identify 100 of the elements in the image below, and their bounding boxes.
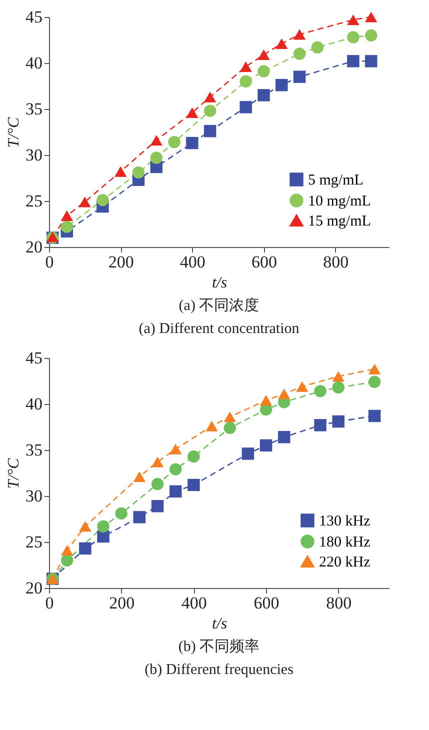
point (347, 31, 360, 44)
point (204, 124, 216, 138)
y-tick-label: 20 (26, 238, 42, 256)
legend-label: 220 kHz (319, 554, 371, 570)
y-tick-label: 35 (26, 440, 42, 460)
point (169, 463, 182, 476)
text: (b) 不同频率 (178, 638, 260, 655)
point (368, 410, 381, 422)
point (368, 364, 381, 374)
point (314, 385, 326, 398)
point (186, 136, 198, 150)
point (151, 456, 164, 468)
point (293, 48, 306, 60)
point (132, 166, 145, 179)
point (133, 471, 146, 482)
point (242, 448, 254, 460)
x-tick-label: 0 (45, 252, 54, 272)
point (150, 152, 162, 164)
point (276, 38, 288, 49)
y-tick-label: 40 (26, 54, 42, 72)
point (240, 101, 252, 114)
y-tick-label: 30 (26, 486, 42, 506)
point (186, 107, 198, 118)
x-tick-label: 800 (323, 252, 349, 272)
point (293, 29, 306, 40)
point (311, 41, 324, 54)
y-tick-label: 40 (26, 394, 42, 414)
point (296, 381, 308, 392)
point (169, 444, 182, 454)
legend-label: 130 kHz (319, 514, 371, 530)
point (60, 544, 74, 556)
point (114, 166, 127, 177)
x-tick-label: 200 (108, 252, 134, 272)
point (260, 395, 272, 406)
point (258, 89, 270, 102)
point (258, 65, 270, 78)
point (151, 500, 164, 512)
point (60, 220, 74, 233)
y-tick-label: 45 (26, 348, 42, 368)
point (97, 520, 110, 532)
x-tick-label: 200 (109, 594, 135, 612)
point (78, 196, 91, 208)
point (97, 530, 110, 543)
point (115, 507, 128, 520)
point (347, 55, 360, 68)
point (278, 430, 290, 444)
point (240, 75, 252, 88)
x-tick-label: 800 (326, 594, 352, 612)
x-tick-label: 400 (180, 252, 206, 272)
point (79, 542, 92, 555)
y-tick-label: 20 (26, 578, 42, 598)
y-tick-label: 45 (26, 8, 42, 26)
x-tick-label: 600 (251, 252, 277, 272)
point (60, 554, 74, 567)
x-tick-label: 600 (254, 594, 280, 612)
point (60, 210, 74, 222)
point (364, 55, 378, 68)
point (258, 49, 270, 60)
y-tick-label: 25 (26, 192, 42, 210)
x-axis-title: t/s (212, 616, 228, 632)
text: (a) Different concentration (138, 321, 300, 337)
text: (b) Different frequencies (144, 662, 294, 678)
point (332, 415, 344, 428)
point (332, 371, 344, 382)
point (96, 194, 109, 206)
point (278, 388, 290, 400)
legend-label: 180 kHz (319, 534, 371, 550)
point (260, 439, 272, 452)
point (150, 134, 162, 146)
y-tick-label: 30 (26, 146, 42, 164)
legend-label: 10 mg/mL (308, 194, 371, 210)
point (240, 61, 252, 72)
point (293, 70, 306, 83)
y-tick-label: 35 (26, 100, 42, 118)
point (314, 419, 326, 432)
point (206, 420, 218, 432)
text: (a) 不同浓度 (178, 297, 260, 314)
x-tick-label: 400 (181, 594, 207, 612)
point (364, 29, 378, 42)
point (332, 381, 344, 394)
point (188, 478, 200, 492)
x-tick-label: 0 (45, 594, 54, 612)
point (188, 450, 200, 463)
point (168, 136, 180, 148)
point (224, 412, 236, 422)
point (133, 511, 146, 524)
point (79, 521, 92, 532)
point (347, 14, 360, 26)
point (364, 12, 378, 22)
point (276, 78, 288, 92)
y-tick-label: 25 (26, 532, 42, 552)
point (224, 422, 236, 434)
y-axis-title: T/°C (6, 116, 22, 148)
y-axis-title: T/°C (6, 458, 22, 489)
point (204, 92, 216, 102)
point (169, 485, 182, 498)
point (204, 104, 216, 117)
legend-label: 15 mg/mL (308, 214, 371, 230)
legend-label: 5 mg/mL (308, 172, 364, 188)
point (368, 376, 381, 388)
